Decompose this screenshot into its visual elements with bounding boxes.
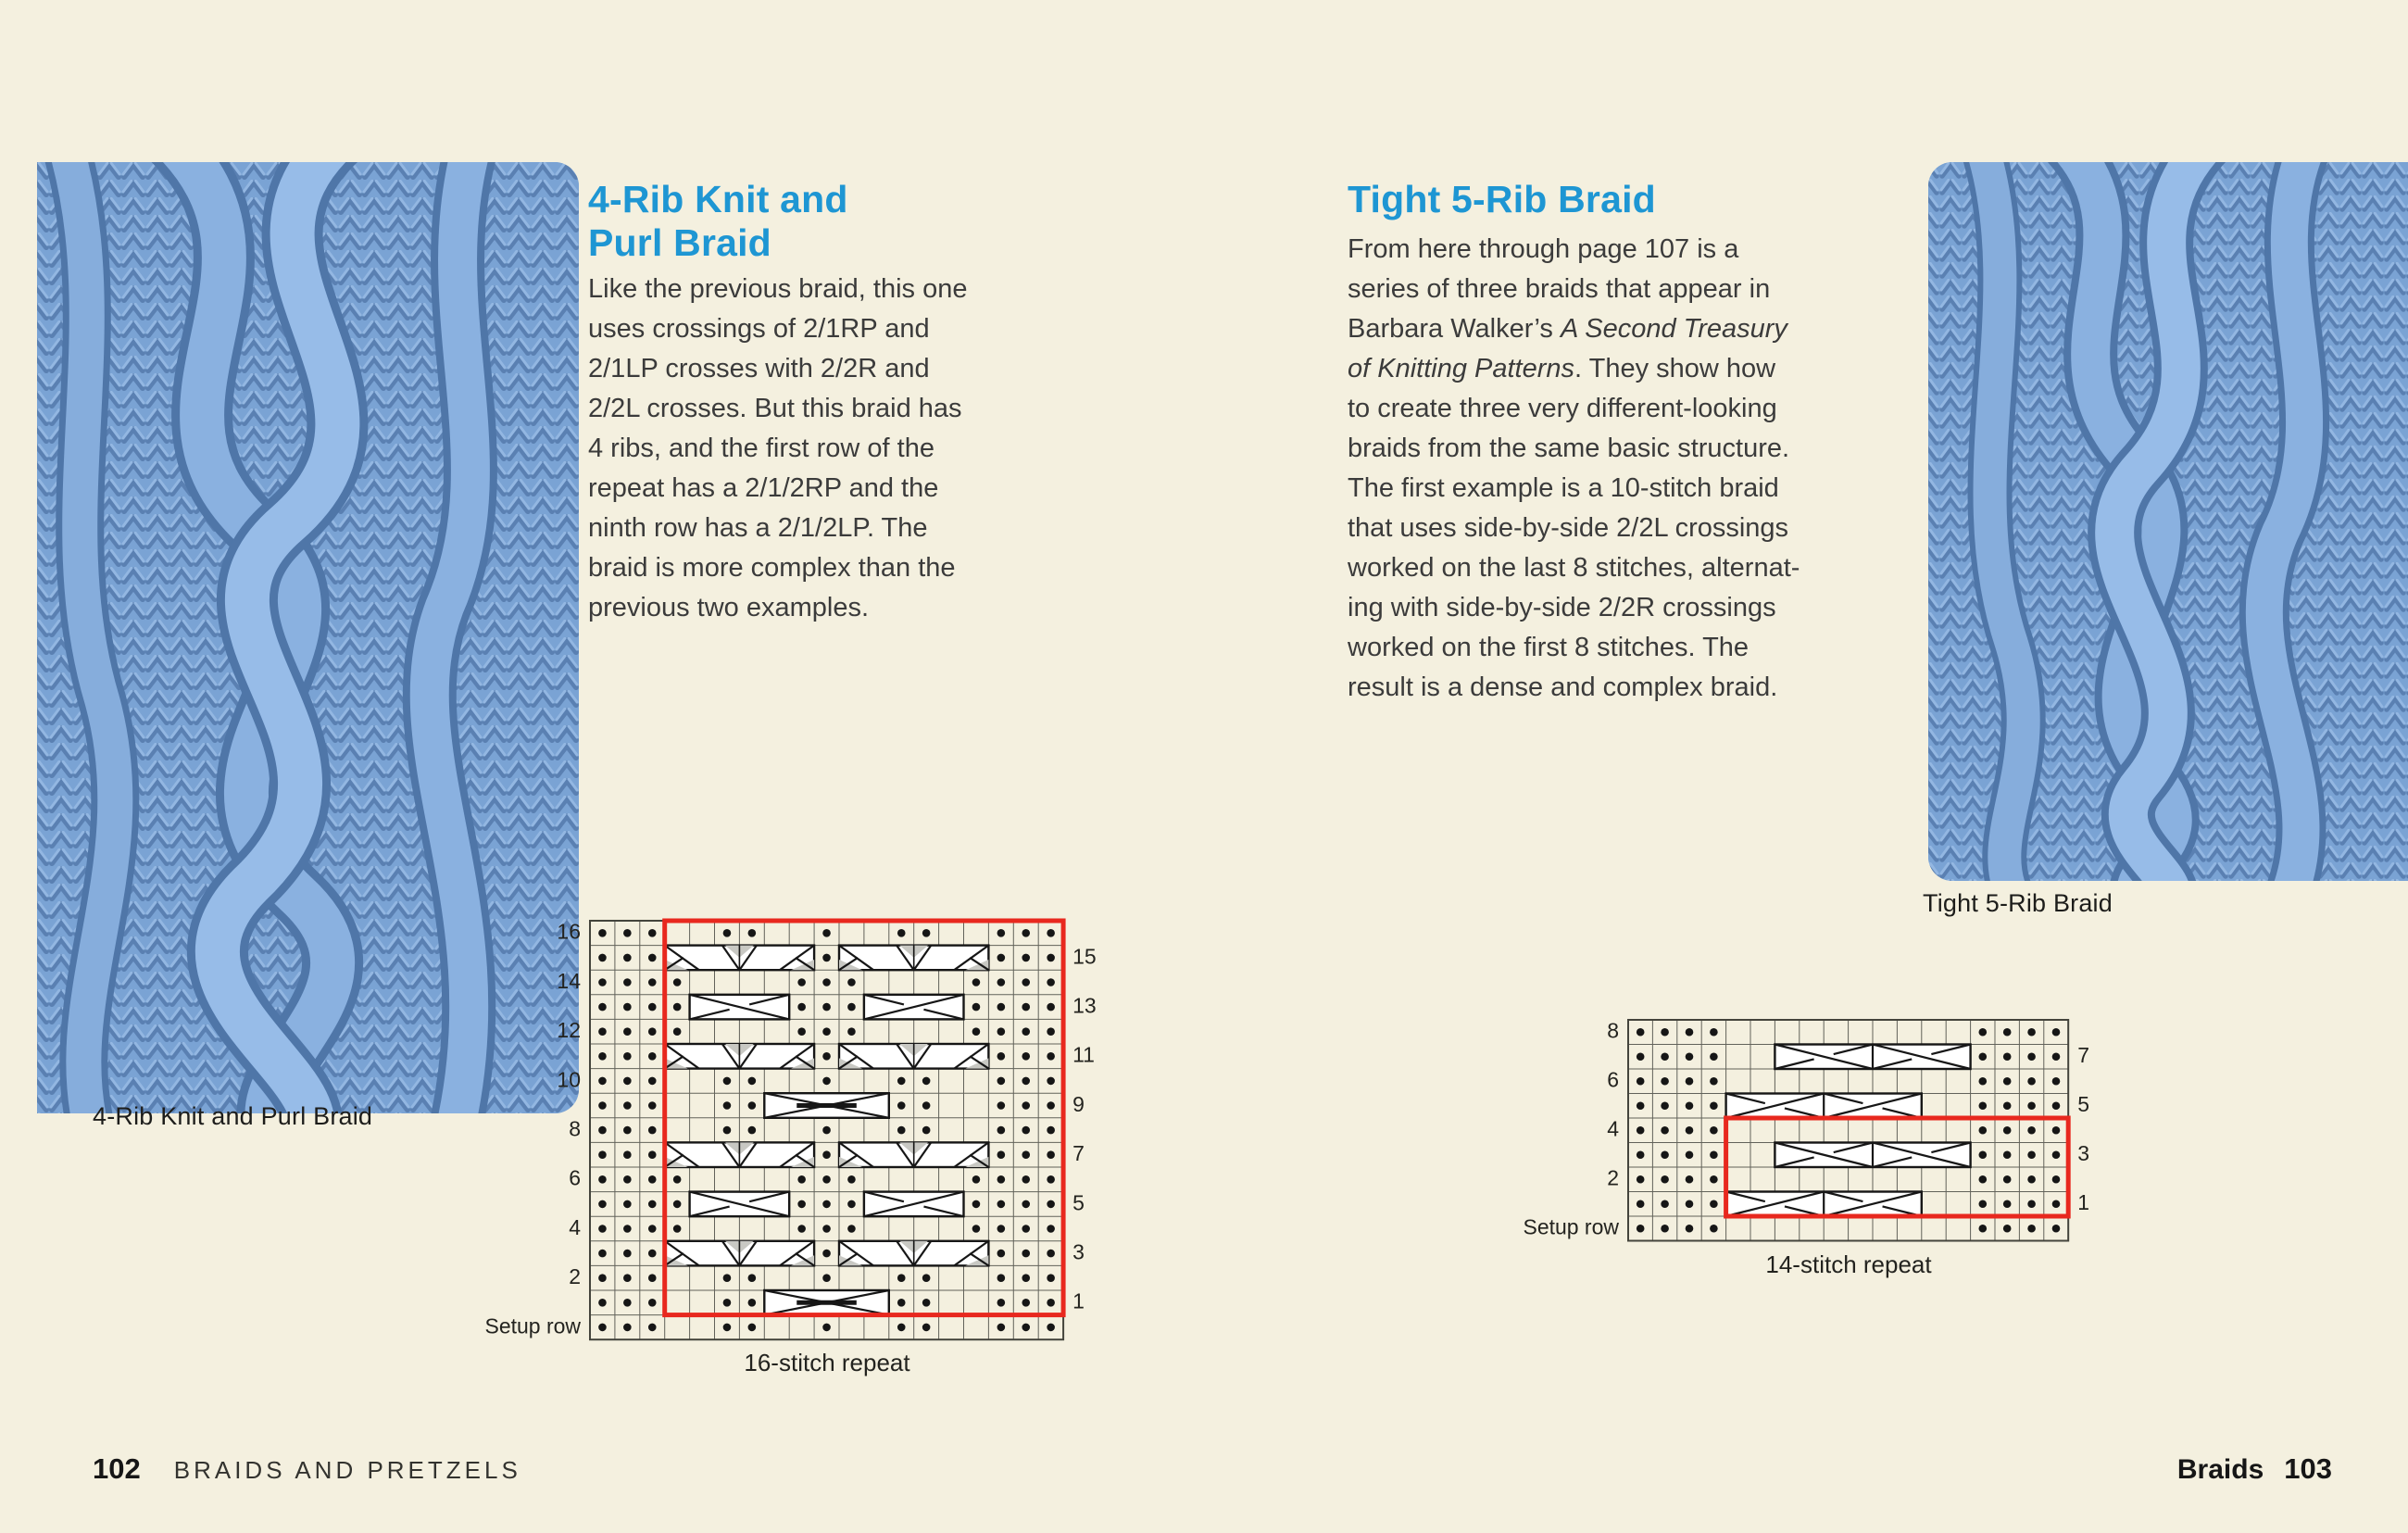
photo-caption-right: Tight 5-Rib Braid	[1923, 889, 2113, 917]
knitting-chart-left: 16 15 14 13 12 11 10 9 8 7 6 5 4 3 2 1 Setup row	[479, 918, 1111, 1342]
svg-text:15: 15	[1072, 944, 1097, 968]
chart-caption-left: 16-stitch repeat	[744, 1349, 910, 1376]
svg-text:1: 1	[1072, 1289, 1085, 1313]
body-right-part3: . They show how to create three very dif…	[1348, 354, 1800, 702]
svg-text:16: 16	[557, 920, 581, 944]
footer-left: 102 BRAIDS AND PRETZELS	[93, 1452, 521, 1486]
footer-topic: Braids	[2176, 1454, 2264, 1485]
page-number-102: 102	[93, 1452, 141, 1485]
knitting-chart-right: 8 7 6 5 4 3 2 1 Setup row	[1517, 1017, 2116, 1244]
svg-text:5: 5	[2077, 1092, 2089, 1116]
body-text-left: Like the previous braid, this one uses c…	[588, 274, 968, 622]
body-text-right: From here through page 107 is a series o…	[1348, 230, 1866, 708]
running-head: BRAIDS AND PRETZELS	[173, 1456, 521, 1484]
svg-text:9: 9	[1072, 1092, 1085, 1116]
svg-text:14: 14	[557, 969, 581, 993]
svg-text:8: 8	[569, 1116, 581, 1140]
svg-text:7: 7	[1072, 1141, 1085, 1165]
svg-text:13: 13	[1072, 993, 1097, 1017]
chart-grid-svg: 8 7 6 5 4 3 2 1 Setup row	[1523, 1019, 2089, 1242]
svg-text:8: 8	[1607, 1019, 1619, 1043]
svg-text:12: 12	[557, 1018, 581, 1042]
svg-text:Setup row: Setup row	[1523, 1215, 1619, 1239]
knit-texture-left	[37, 162, 579, 1113]
section-title-left: 4-Rib Knit and Purl Braid	[588, 178, 848, 265]
svg-text:4: 4	[569, 1215, 581, 1239]
svg-text:6: 6	[569, 1166, 581, 1190]
svg-text:2: 2	[1607, 1166, 1619, 1190]
svg-text:1: 1	[2077, 1190, 2089, 1214]
chart-caption-right: 14-stitch repeat	[1765, 1250, 1932, 1278]
svg-text:10: 10	[557, 1067, 581, 1091]
section-title-right: Tight 5-Rib Braid	[1348, 178, 1656, 221]
page-number-103: 103	[2284, 1452, 2332, 1485]
photo-caption-left: 4-Rib Knit and Purl Braid	[93, 1102, 373, 1130]
svg-text:2: 2	[569, 1264, 581, 1288]
svg-text:3: 3	[1072, 1239, 1085, 1263]
svg-text:5: 5	[1072, 1190, 1085, 1214]
svg-text:7: 7	[2077, 1043, 2089, 1067]
svg-text:Setup row: Setup row	[485, 1313, 582, 1338]
knit-photo-left	[37, 162, 579, 1113]
body-right-book-title: A Second Treasury of Knitting Patterns	[1348, 314, 1787, 383]
svg-text:3: 3	[2077, 1141, 2089, 1165]
knit-texture-right	[1928, 162, 2408, 881]
knit-photo-right	[1928, 162, 2408, 881]
footer-right: Braids 103	[2177, 1452, 2332, 1486]
svg-text:6: 6	[1607, 1068, 1619, 1092]
chart-grid-svg: 16 15 14 13 12 11 10 9 8 7 6 5 4 3 2 1 Setup row	[485, 918, 1097, 1341]
svg-text:11: 11	[1072, 1043, 1095, 1067]
svg-text:4: 4	[1607, 1117, 1619, 1141]
body-right-part1: From here through page 107 is a series o…	[1348, 234, 1771, 344]
